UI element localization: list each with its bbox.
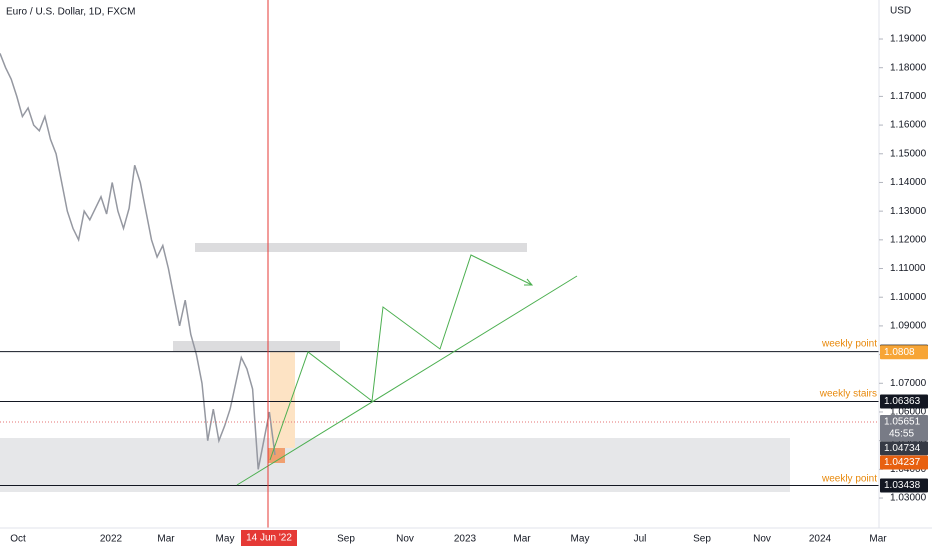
y-tick-label: 1.06000 bbox=[890, 407, 927, 418]
y-tick-label: 1.18000 bbox=[890, 62, 927, 73]
crosshair-pill bbox=[241, 530, 297, 546]
price-line bbox=[0, 53, 276, 470]
y-tick-label: 1.19000 bbox=[890, 34, 927, 45]
x-tick-label: Mar bbox=[157, 534, 175, 545]
y-tick-label: 1.14000 bbox=[890, 177, 927, 188]
price-label: 1.04734 bbox=[884, 443, 921, 454]
price-label: 1.06363 bbox=[884, 396, 921, 407]
chart-title: Euro / U.S. Dollar, 1D, FXCM bbox=[6, 7, 135, 18]
y-tick-label: 1.13000 bbox=[890, 206, 927, 217]
price-pill bbox=[880, 394, 928, 409]
price-label: 1.05651 bbox=[884, 417, 921, 428]
x-tick-label: 2023 bbox=[454, 534, 477, 545]
annotation: weekly point bbox=[821, 339, 877, 350]
x-tick-label: May bbox=[216, 534, 235, 545]
y-tick-label: 1.09000 bbox=[890, 321, 927, 332]
price-label: 1.03438 bbox=[884, 480, 921, 491]
x-tick-label: 2022 bbox=[100, 534, 123, 545]
x-tick-label: May bbox=[571, 534, 590, 545]
y-tick-label: 1.16000 bbox=[890, 120, 927, 131]
x-tick-label: 2024 bbox=[809, 534, 832, 545]
x-tick-label: Jul bbox=[634, 534, 647, 545]
annotation: weekly stairs bbox=[819, 389, 877, 400]
x-tick-label: Sep bbox=[337, 534, 355, 545]
x-tick-label: Mar bbox=[869, 534, 887, 545]
x-tick-label: Nov bbox=[753, 534, 771, 545]
annotation: weekly point bbox=[821, 474, 877, 485]
projection bbox=[269, 254, 533, 461]
x-tick-label: Nov bbox=[396, 534, 414, 545]
price-pill bbox=[880, 441, 928, 456]
crosshair-label: 14 Jun '22 bbox=[246, 533, 292, 544]
currency: USD bbox=[890, 6, 911, 17]
zone bbox=[173, 341, 340, 351]
zone bbox=[195, 243, 527, 252]
y-tick-label: 1.07000 bbox=[890, 378, 927, 389]
y-tick-label: 1.15000 bbox=[890, 148, 927, 159]
x-tick-label: Mar bbox=[513, 534, 531, 545]
price-label: 1.0808 bbox=[884, 347, 915, 358]
y-tick-label: 1.17000 bbox=[890, 91, 927, 102]
arrow-head bbox=[524, 278, 534, 286]
price-label: 1.04237 bbox=[884, 457, 921, 468]
y-tick-label: 1.03000 bbox=[890, 493, 927, 504]
zone bbox=[268, 448, 285, 463]
countdown: 45:55 bbox=[889, 429, 914, 440]
y-tick-label: 1.10000 bbox=[890, 292, 927, 303]
y-tick-label: 1.12000 bbox=[890, 234, 927, 245]
x-tick-label: Sep bbox=[693, 534, 711, 545]
trend-line bbox=[236, 275, 578, 486]
plot bbox=[0, 53, 879, 486]
price-pill bbox=[880, 345, 928, 360]
price-pill bbox=[880, 478, 928, 493]
x-tick-label: Oct bbox=[10, 534, 26, 545]
y-tick-label: 1.11000 bbox=[890, 263, 926, 274]
zone bbox=[0, 438, 790, 492]
price-pill bbox=[880, 414, 928, 441]
price-pill bbox=[880, 455, 928, 470]
